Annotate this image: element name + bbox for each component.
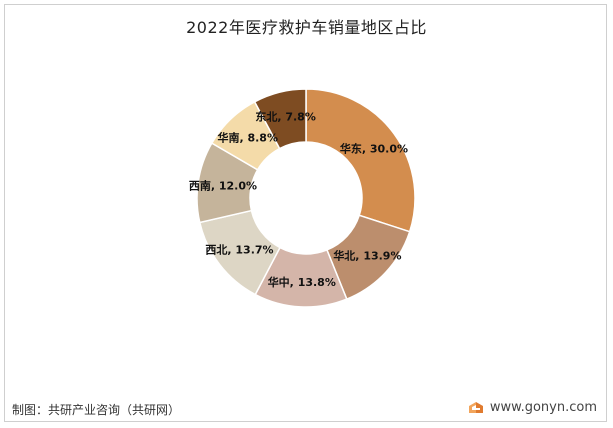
- slice-东北: [253, 88, 307, 150]
- data-label-西北: 西北, 13.7%: [205, 242, 273, 256]
- chart-frame: [4, 4, 607, 422]
- data-label-华中: 华中, 13.8%: [268, 275, 336, 289]
- website-url[interactable]: www.gonyn.com: [489, 400, 597, 415]
- data-label-华北: 华北, 13.9%: [333, 248, 401, 262]
- chart-title: 2022年医疗救护车销量地区占比: [186, 18, 427, 37]
- slice-华东: [305, 88, 416, 233]
- donut-labels: 华东, 30.0% 华北, 13.9% 华中, 13.8% 西北, 13.7% 西南, …: [189, 110, 408, 289]
- data-label-西南: 西南, 12.0%: [189, 178, 257, 192]
- data-label-东北: 东北, 7.8%: [255, 110, 316, 124]
- gonyn-logo-icon: [468, 401, 483, 413]
- data-label-华南: 华南, 8.8%: [217, 130, 278, 144]
- brand: www.gonyn.com: [468, 400, 597, 415]
- source-note: 制图：共研产业咨询（共研网）: [12, 403, 181, 417]
- data-label-华东: 华东, 30.0%: [340, 142, 408, 156]
- donut-slices: [196, 88, 416, 308]
